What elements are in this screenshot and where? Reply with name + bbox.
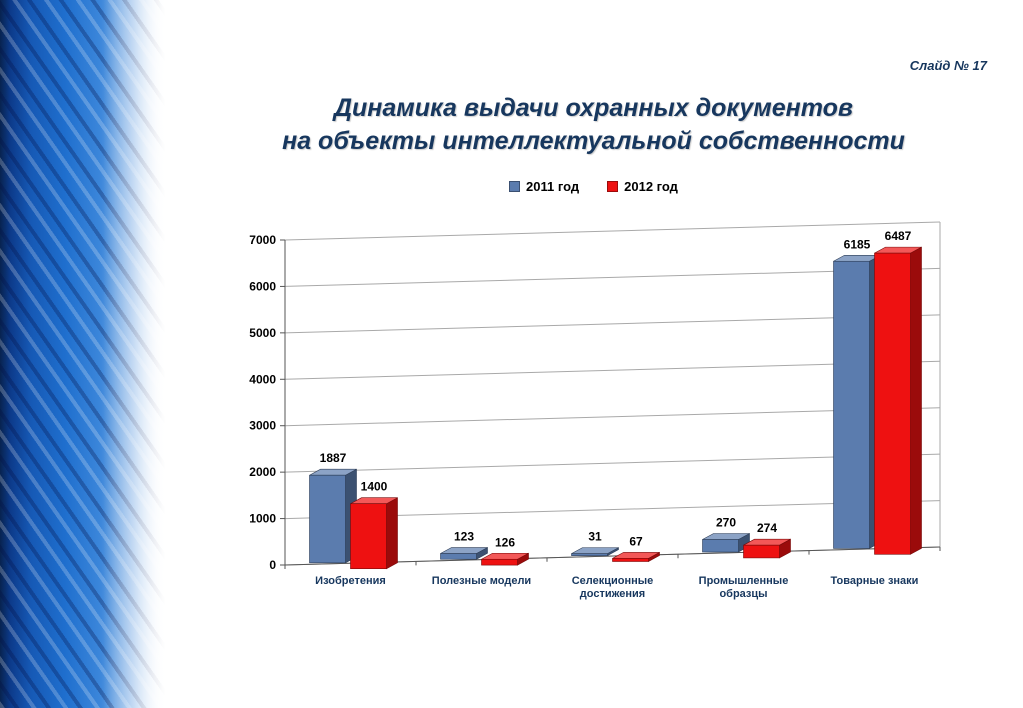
bar-chart: 0 1000 2000 3000 4000 5000 6000 7000 1887 1400 Изо… [249,221,941,600]
y-axis-label: 6000 [249,279,276,293]
bar-front-face [702,539,739,553]
y-axis-label: 1000 [249,512,276,526]
bar-series-1-cat-3: 274 [743,521,791,559]
gridline [284,267,941,287]
bar-front-face [612,558,649,562]
bar-series-0-cat-3: 270 [702,515,750,553]
bar-front-face [309,474,346,564]
bar-series-0-cat-0: 1887 [309,451,357,564]
bar-value-label: 67 [629,534,643,548]
gridline [284,314,941,334]
bar-value-label: 6185 [844,237,871,251]
bar-side-face [910,246,922,555]
y-axis-label: 0 [269,558,276,572]
bar-front-face [571,553,608,556]
legend-item-2011: 2011 год [509,179,579,194]
bar-series-1-cat-0: 1400 [350,480,398,570]
y-axis-label: 5000 [249,326,276,340]
bar-front-face [874,252,911,555]
bar-value-label: 6487 [885,229,912,243]
bar-value-label: 270 [716,515,736,529]
category-label: Полезные модели [432,575,531,587]
legend-swatch-2012-icon [607,181,619,192]
bar-value-label: 274 [757,521,777,535]
left-decoration-band [0,0,172,708]
y-axis-label: 7000 [249,233,276,247]
bar-value-label: 1400 [361,480,388,494]
gridline [284,453,941,473]
legend-item-2012: 2012 год [607,179,678,194]
bar-front-face [440,553,477,560]
category-label: Промышленные образцы [699,575,789,600]
bar-value-label: 123 [454,530,474,544]
slide-title: Динамика выдачи охранных документов на об… [180,92,1007,157]
bar-series-1-cat-4: 6487 [874,229,922,555]
bar-series-1-cat-2: 67 [612,534,660,563]
bar-series-1-cat-1: 126 [481,535,529,566]
bar-value-label: 1887 [320,451,347,465]
bar-front-face [350,503,387,570]
gridline [284,221,941,241]
gridline [284,360,941,380]
y-axis-label: 2000 [249,465,276,479]
legend-label-2012: 2012 год [624,179,678,194]
legend-label-2011: 2011 год [526,179,580,194]
bar-side-face [386,497,398,570]
slide-number: Слайд № 17 [909,58,987,73]
legend-swatch-2011-icon [509,181,521,192]
category-label: Селекционные достижения [572,575,654,600]
bar-front-face [833,260,870,549]
bar-front-face [481,558,518,566]
bar-series-0-cat-2: 31 [571,530,619,557]
gridline [284,407,941,427]
y-axis-label: 4000 [249,372,276,386]
category-label: Изобретения [315,575,386,587]
title-line-1: Динамика выдачи охранных документов [333,94,854,122]
bar-value-label: 126 [495,535,515,549]
chart-legend: 2011 год 2012 год [180,179,1007,194]
bar-value-label: 31 [588,530,602,544]
bar-front-face [743,544,780,559]
y-axis-label: 3000 [249,419,276,433]
title-line-2: на объекты интеллектуальной собственност… [282,126,905,155]
category-label: Товарные знаки [831,575,919,587]
bar-series-0-cat-1: 123 [440,530,488,560]
bar-series-0-cat-4: 6185 [833,237,881,549]
